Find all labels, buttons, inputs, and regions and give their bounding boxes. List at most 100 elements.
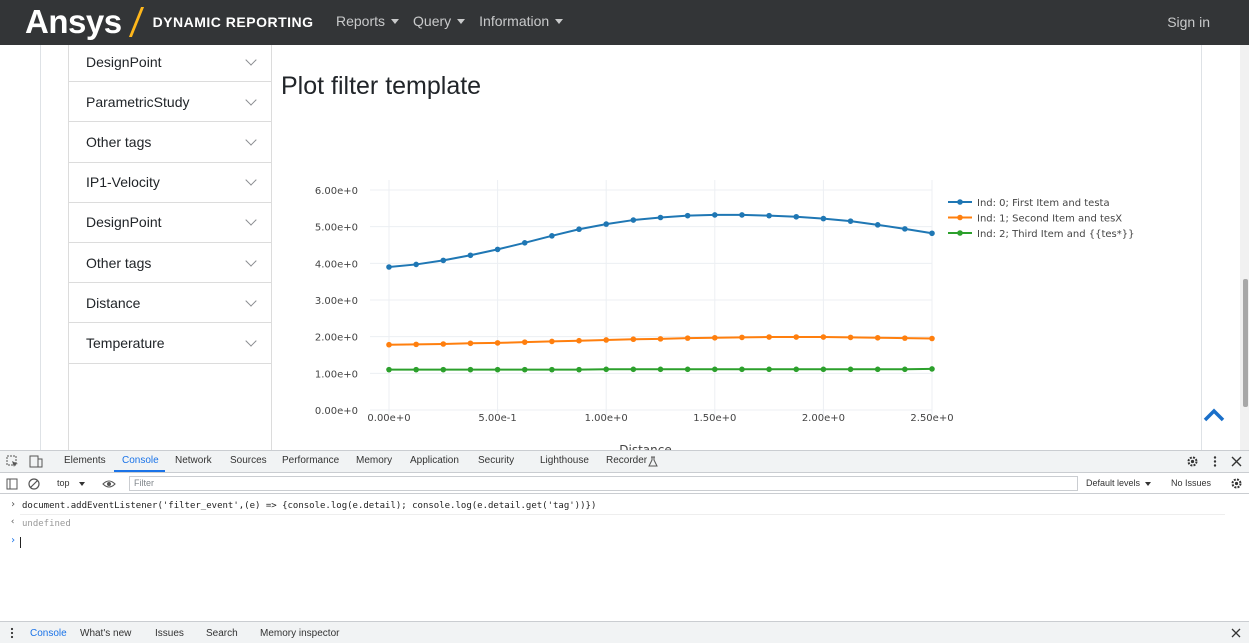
data-point (874, 334, 881, 341)
drawer-tab-memory-inspector[interactable]: Memory inspector (260, 628, 340, 639)
data-point (712, 212, 718, 218)
y-tick-label: 5.00e+0 (315, 223, 358, 234)
chevron-down-icon (245, 214, 257, 227)
brand-slash-icon (128, 7, 144, 37)
data-point (549, 233, 555, 239)
nav-menu: Reports Query Information (336, 13, 577, 29)
log-levels-select[interactable]: Default levels (1086, 478, 1141, 488)
console-filter-input[interactable]: Filter (129, 476, 1078, 491)
x-tick-label: 1.00e+0 (585, 413, 628, 424)
close-devtools-icon[interactable] (1231, 456, 1242, 467)
y-tick-label: 4.00e+0 (315, 259, 358, 270)
data-point (549, 366, 555, 373)
settings-gear-icon[interactable] (1186, 455, 1199, 468)
close-drawer-icon[interactable] (1231, 628, 1241, 638)
nav-information-dropdown[interactable]: Information (479, 13, 564, 29)
console-settings-gear-icon[interactable] (1230, 477, 1243, 490)
data-point (902, 226, 908, 232)
page-scrollbar-thumb[interactable] (1243, 279, 1248, 407)
tab-elements[interactable]: Elements (64, 455, 106, 466)
clear-console-icon[interactable] (28, 478, 40, 490)
legend-marker (957, 199, 963, 205)
data-point (603, 366, 609, 373)
data-point (712, 366, 718, 373)
nav-query-dropdown[interactable]: Query (413, 13, 466, 29)
sidebar-item-designpoint[interactable]: DesignPoint (69, 45, 271, 83)
more-options-icon[interactable] (1212, 455, 1218, 468)
data-point (766, 366, 772, 373)
tab-lighthouse[interactable]: Lighthouse (540, 455, 589, 466)
line-chart[interactable]: 0.00e+0 1.00e+0 2.00e+0 3.00e+0 4.00e+0 5.00e… (280, 165, 1180, 450)
page-scrollbar[interactable] (1240, 45, 1249, 450)
x-tick-label: 0.00e+0 (367, 413, 410, 424)
sidebar-item-label: Distance (86, 294, 141, 311)
container-border-right (1201, 45, 1202, 450)
live-expression-eye-icon[interactable] (102, 479, 116, 489)
sidebar-item-distance[interactable]: Distance (69, 283, 271, 324)
sidebar-item-designpoint-2[interactable]: DesignPoint (69, 203, 271, 243)
drawer-tab-console[interactable]: Console (30, 628, 67, 639)
data-point (793, 213, 800, 220)
devtools-panel: Elements Console Network Sources Perform… (0, 450, 1249, 643)
data-point (440, 257, 447, 264)
sidebar-item-parametricstudy[interactable]: ParametricStudy (69, 82, 271, 123)
nav-reports-dropdown[interactable]: Reports (336, 13, 400, 29)
data-point (494, 246, 501, 253)
console-output[interactable]: › document.addEventListener('filter_even… (0, 495, 1249, 621)
console-caret[interactable] (20, 537, 21, 548)
brand-logo[interactable]: Ansys DYNAMIC REPORTING (25, 2, 314, 42)
drawer-tab-issues[interactable]: Issues (155, 628, 184, 639)
data-point (521, 366, 528, 373)
issues-count[interactable]: No Issues (1171, 478, 1212, 488)
sign-in-link[interactable]: Sign in (1167, 14, 1210, 30)
data-point (440, 341, 447, 347)
drawer-tab-search[interactable]: Search (206, 628, 238, 639)
page-title: Plot filter template (281, 72, 482, 100)
back-to-top-icon[interactable] (1203, 407, 1225, 423)
tab-recorder[interactable]: Recorder (606, 455, 648, 466)
drawer-menu-icon[interactable] (10, 627, 14, 639)
sidebar-toggle-icon[interactable] (6, 478, 18, 490)
brand-subtitle: DYNAMIC REPORTING (152, 14, 314, 30)
tab-console[interactable]: Console (122, 455, 159, 466)
data-point (820, 366, 827, 373)
data-point (739, 366, 745, 373)
context-select[interactable]: top (57, 478, 70, 488)
sidebar-item-temperature[interactable]: Temperature (69, 323, 271, 364)
data-point (494, 340, 501, 346)
drawer-tab-whats-new[interactable]: What's new (80, 628, 132, 639)
tab-memory[interactable]: Memory (356, 455, 393, 466)
y-tick-label: 0.00e+0 (315, 406, 358, 417)
y-tick-label: 2.00e+0 (315, 333, 358, 344)
prompt-chevron-icon: › (10, 535, 17, 546)
caret-down-icon (555, 18, 564, 24)
legend-marker (957, 214, 963, 221)
sidebar-item-ip1-velocity[interactable]: IP1-Velocity (69, 163, 271, 203)
chevron-down-icon (245, 295, 257, 307)
sidebar-item-other-tags[interactable]: Other tags (69, 122, 271, 163)
data-point (657, 214, 664, 221)
inspect-element-icon[interactable] (6, 455, 19, 468)
chevron-down-icon (245, 53, 257, 66)
data-point (766, 334, 772, 340)
sidebar-item-label: DesignPoint (86, 53, 162, 70)
top-navbar: Ansys DYNAMIC REPORTING Reports Query In… (0, 0, 1249, 45)
x-tick-label: 2.50e+0 (910, 413, 953, 424)
tab-network[interactable]: Network (175, 455, 212, 466)
caret-down-icon (1145, 482, 1151, 486)
data-point (386, 366, 392, 373)
tab-sources[interactable]: Sources (230, 455, 267, 466)
sidebar-item-label: ParametricStudy (86, 93, 190, 110)
container-border-left (40, 45, 41, 450)
flask-icon (648, 456, 658, 467)
brand-name: Ansys (25, 3, 122, 40)
tab-performance[interactable]: Performance (282, 455, 340, 466)
tab-security[interactable]: Security (478, 455, 515, 466)
tab-application[interactable]: Application (410, 455, 459, 466)
return-arrow-icon: ‹ (10, 517, 16, 527)
data-point (684, 335, 691, 341)
nav-query-label: Query (413, 13, 452, 29)
data-point (657, 336, 664, 342)
device-toolbar-icon[interactable] (29, 455, 43, 468)
sidebar-item-other-tags-2[interactable]: Other tags (69, 243, 271, 284)
